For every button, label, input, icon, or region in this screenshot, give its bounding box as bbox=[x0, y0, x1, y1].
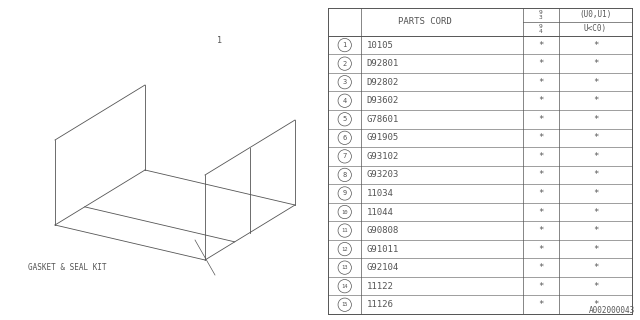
Text: G91905: G91905 bbox=[367, 133, 399, 142]
Text: *: * bbox=[593, 96, 598, 105]
Text: 6: 6 bbox=[342, 135, 347, 141]
Text: 9: 9 bbox=[342, 190, 347, 196]
Text: D92802: D92802 bbox=[367, 78, 399, 87]
Text: 11034: 11034 bbox=[367, 189, 394, 198]
Text: *: * bbox=[538, 78, 543, 87]
Text: 10: 10 bbox=[342, 210, 348, 214]
Text: *: * bbox=[593, 226, 598, 235]
Text: 1: 1 bbox=[217, 36, 222, 45]
Text: 11044: 11044 bbox=[367, 207, 394, 217]
Text: 11122: 11122 bbox=[367, 282, 394, 291]
Text: G93102: G93102 bbox=[367, 152, 399, 161]
Text: *: * bbox=[538, 300, 543, 309]
Text: 7: 7 bbox=[342, 153, 347, 159]
Text: *: * bbox=[538, 226, 543, 235]
Text: G78601: G78601 bbox=[367, 115, 399, 124]
Text: *: * bbox=[593, 263, 598, 272]
Text: 10105: 10105 bbox=[367, 41, 394, 50]
Text: 3: 3 bbox=[539, 15, 543, 20]
Text: D92801: D92801 bbox=[367, 59, 399, 68]
Text: 1: 1 bbox=[342, 42, 347, 48]
Text: *: * bbox=[593, 152, 598, 161]
Text: G90808: G90808 bbox=[367, 226, 399, 235]
Text: *: * bbox=[593, 171, 598, 180]
Text: 5: 5 bbox=[342, 116, 347, 122]
Text: PARTS CORD: PARTS CORD bbox=[399, 17, 452, 27]
Text: *: * bbox=[593, 59, 598, 68]
Text: 4: 4 bbox=[342, 98, 347, 104]
Text: *: * bbox=[593, 133, 598, 142]
Text: 15: 15 bbox=[342, 302, 348, 307]
Text: *: * bbox=[538, 115, 543, 124]
Text: 14: 14 bbox=[342, 284, 348, 289]
Text: *: * bbox=[538, 207, 543, 217]
Text: 9: 9 bbox=[539, 11, 543, 15]
Text: *: * bbox=[538, 263, 543, 272]
Text: 8: 8 bbox=[342, 172, 347, 178]
Text: A002000043: A002000043 bbox=[589, 306, 635, 315]
Text: *: * bbox=[593, 300, 598, 309]
Text: (U0,U1): (U0,U1) bbox=[579, 11, 612, 20]
Text: 4: 4 bbox=[539, 29, 543, 34]
Text: G91011: G91011 bbox=[367, 244, 399, 253]
Text: GASKET & SEAL KIT: GASKET & SEAL KIT bbox=[28, 262, 107, 271]
Text: 9: 9 bbox=[539, 24, 543, 29]
Text: 11126: 11126 bbox=[367, 300, 394, 309]
Text: *: * bbox=[593, 207, 598, 217]
Text: *: * bbox=[538, 171, 543, 180]
Text: *: * bbox=[538, 152, 543, 161]
Text: 2: 2 bbox=[342, 60, 347, 67]
Text: *: * bbox=[538, 41, 543, 50]
Text: *: * bbox=[538, 189, 543, 198]
Text: U<C0): U<C0) bbox=[584, 24, 607, 33]
Text: *: * bbox=[593, 189, 598, 198]
Text: *: * bbox=[593, 41, 598, 50]
Text: *: * bbox=[538, 59, 543, 68]
Text: 12: 12 bbox=[342, 247, 348, 252]
Text: *: * bbox=[593, 78, 598, 87]
Text: *: * bbox=[538, 133, 543, 142]
Text: G93203: G93203 bbox=[367, 171, 399, 180]
Text: *: * bbox=[538, 282, 543, 291]
Text: *: * bbox=[593, 115, 598, 124]
Text: 3: 3 bbox=[342, 79, 347, 85]
Text: *: * bbox=[538, 96, 543, 105]
Text: *: * bbox=[593, 244, 598, 253]
Text: *: * bbox=[538, 244, 543, 253]
Text: *: * bbox=[593, 282, 598, 291]
Text: 13: 13 bbox=[342, 265, 348, 270]
Text: D93602: D93602 bbox=[367, 96, 399, 105]
Text: 11: 11 bbox=[342, 228, 348, 233]
Text: G92104: G92104 bbox=[367, 263, 399, 272]
